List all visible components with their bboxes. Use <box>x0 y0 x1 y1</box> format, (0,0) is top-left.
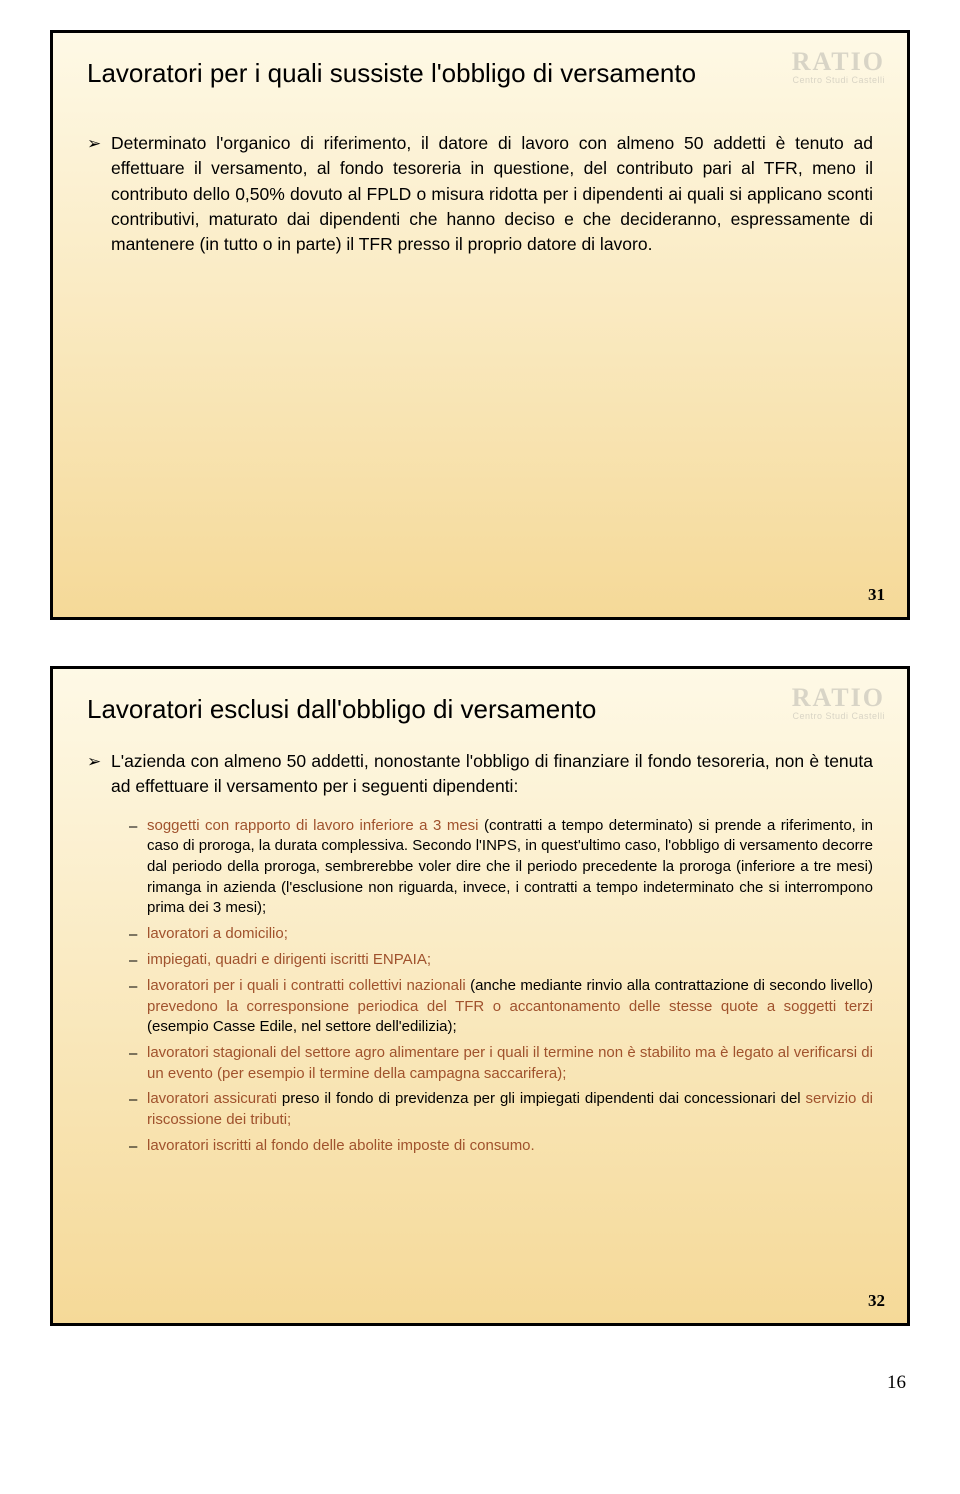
watermark-logo: RATIO <box>792 683 885 713</box>
sub-bullet-list: – soggetti con rapporto di lavoro inferi… <box>129 816 873 1157</box>
bullet-text: Determinato l'organico di riferimento, i… <box>111 131 873 258</box>
sub-bullet: – lavoratori a domicilio; <box>129 924 873 945</box>
document-page-number: 16 <box>50 1372 910 1394</box>
dash-icon: – <box>129 816 147 919</box>
dash-icon: – <box>129 950 147 971</box>
sub-bullet-text: lavoratori per i quali i contratti colle… <box>147 976 873 1038</box>
sub-bullet: – lavoratori stagionali del settore agro… <box>129 1043 873 1084</box>
slide-1: RATIO Centro Studi Castelli Lavoratori p… <box>50 30 910 620</box>
dash-icon: – <box>129 924 147 945</box>
sub-bullet: – impiegati, quadri e dirigenti iscritti… <box>129 950 873 971</box>
sub-bullet: – lavoratori per i quali i contratti col… <box>129 976 873 1038</box>
slide-title: Lavoratori esclusi dall'obbligo di versa… <box>87 693 873 727</box>
sub-bullet: – soggetti con rapporto di lavoro inferi… <box>129 816 873 919</box>
bullet-intro-text: L'azienda con almeno 50 addetti, nonosta… <box>111 749 873 800</box>
bullet-main: ➢ Determinato l'organico di riferimento,… <box>87 131 873 258</box>
slide-title: Lavoratori per i quali sussiste l'obblig… <box>87 57 873 91</box>
slide-page-number: 31 <box>868 585 885 605</box>
watermark-subtitle: Centro Studi Castelli <box>792 711 885 721</box>
sub-bullet-text: soggetti con rapporto di lavoro inferior… <box>147 816 873 919</box>
sub-bullet-text: lavoratori iscritti al fondo delle aboli… <box>147 1136 535 1157</box>
bullet-arrow-icon: ➢ <box>87 131 111 258</box>
slide-page-number: 32 <box>868 1291 885 1311</box>
sub-bullet: – lavoratori iscritti al fondo delle abo… <box>129 1136 873 1157</box>
bullet-arrow-icon: ➢ <box>87 749 111 800</box>
slide-2: RATIO Centro Studi Castelli Lavoratori e… <box>50 666 910 1326</box>
dash-icon: – <box>129 1043 147 1084</box>
bullet-main: ➢ L'azienda con almeno 50 addetti, nonos… <box>87 749 873 800</box>
watermark-logo: RATIO <box>792 47 885 77</box>
watermark-subtitle: Centro Studi Castelli <box>792 75 885 85</box>
sub-bullet-text: lavoratori assicurati preso il fondo di … <box>147 1089 873 1130</box>
sub-bullet-text: impiegati, quadri e dirigenti iscritti E… <box>147 950 431 971</box>
sub-bullet-text: lavoratori a domicilio; <box>147 924 288 945</box>
dash-icon: – <box>129 1136 147 1157</box>
sub-bullet-text: lavoratori stagionali del settore agro a… <box>147 1043 873 1084</box>
sub-bullet: – lavoratori assicurati preso il fondo d… <box>129 1089 873 1130</box>
dash-icon: – <box>129 1089 147 1130</box>
dash-icon: – <box>129 976 147 1038</box>
